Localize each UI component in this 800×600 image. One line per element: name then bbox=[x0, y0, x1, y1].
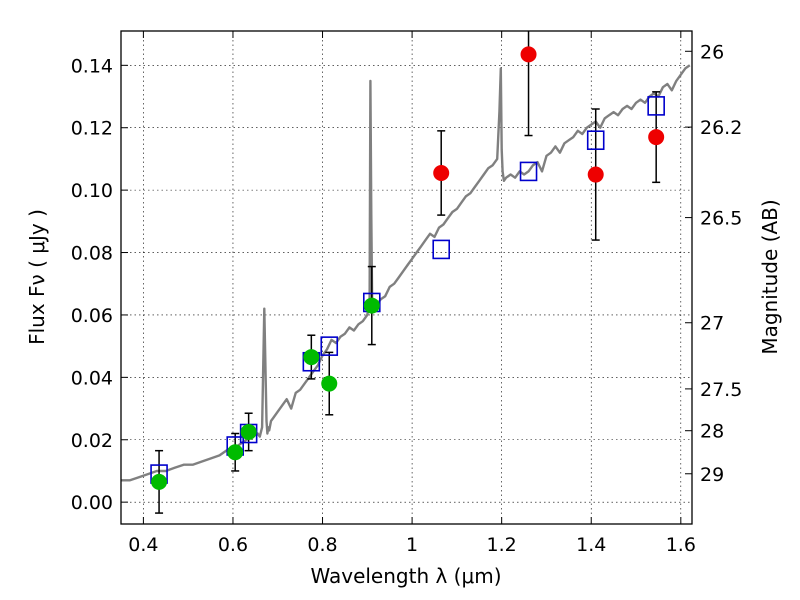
model-band-squares bbox=[150, 96, 665, 484]
photometry-point bbox=[648, 129, 665, 146]
photometry-point bbox=[151, 473, 168, 490]
y2-tick-label: 27.5 bbox=[700, 379, 742, 401]
y2-tick-label: 26.5 bbox=[700, 208, 742, 230]
photometry-point bbox=[303, 349, 320, 366]
y2-tick-label: 28 bbox=[700, 421, 724, 443]
axis-ticks bbox=[121, 31, 692, 524]
y-axis-label: Flux Fν ( μJy ) bbox=[25, 209, 49, 345]
y-tick-label: 0.08 bbox=[71, 243, 113, 265]
y-tick-label: 0.00 bbox=[71, 492, 113, 514]
y-tick-label: 0.04 bbox=[71, 367, 113, 389]
y-tick-label: 0.10 bbox=[71, 180, 113, 202]
x-tick-label: 1.6 bbox=[666, 534, 696, 556]
photometry-point bbox=[587, 166, 604, 183]
plot-frame bbox=[120, 30, 693, 525]
model-spectrum bbox=[121, 64, 691, 482]
x-tick-label: 1.4 bbox=[576, 534, 606, 556]
spectrum-line bbox=[121, 64, 691, 482]
photometry-point bbox=[240, 423, 257, 440]
x-tick-label: 0.8 bbox=[307, 534, 337, 556]
x-tick-label: 0.6 bbox=[218, 534, 248, 556]
y-tick-label: 0.06 bbox=[71, 305, 113, 327]
y2-tick-label: 29 bbox=[700, 464, 724, 486]
model-square bbox=[647, 96, 665, 116]
y-tick-label: 0.02 bbox=[71, 430, 113, 452]
y-tick-label: 0.12 bbox=[71, 118, 113, 140]
x-tick-label: 1.2 bbox=[487, 534, 517, 556]
error-bars bbox=[155, 31, 661, 514]
model-square bbox=[432, 239, 451, 260]
y2-tick-label: 27 bbox=[700, 313, 724, 335]
x-tick-label: 1 bbox=[406, 534, 418, 556]
photometry-point bbox=[433, 164, 450, 181]
x-axis-label: Wavelength λ (μm) bbox=[310, 564, 501, 588]
photometry-point bbox=[321, 375, 338, 392]
photometry-point bbox=[363, 297, 380, 314]
model-square bbox=[586, 130, 605, 151]
x-tick-label: 0.4 bbox=[128, 534, 158, 556]
y2-tick-label: 26.2 bbox=[700, 117, 742, 139]
model-square bbox=[320, 336, 339, 356]
model-square bbox=[519, 161, 538, 182]
y2-tick-label: 26 bbox=[700, 41, 724, 63]
tick-labels: 0.4 0.6 0.8 1 1.2 1.4 1.6 0.00 0.02 0.04 0.06 0.08 0… bbox=[71, 41, 743, 556]
photometry-point bbox=[227, 444, 244, 461]
y-tick-label: 0.14 bbox=[71, 55, 113, 77]
photometry-points bbox=[151, 46, 665, 490]
grid-lines bbox=[121, 31, 692, 524]
y2-axis-label: Magnitude (AB) bbox=[758, 199, 782, 354]
photometry-point bbox=[520, 46, 537, 63]
